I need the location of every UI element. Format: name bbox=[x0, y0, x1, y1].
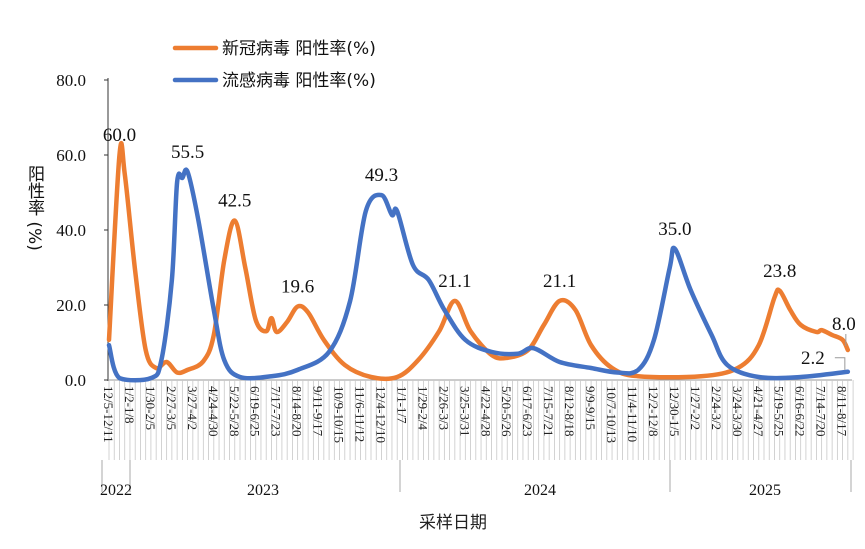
data-label: 49.3 bbox=[365, 165, 398, 186]
x-tick-label: 10/7-10/13 bbox=[604, 386, 619, 443]
year-label: 2023 bbox=[247, 482, 279, 499]
year-label: 2024 bbox=[524, 482, 556, 499]
y-axis: 0.0 20.0 40.0 60.0 80.0 bbox=[56, 71, 109, 390]
x-tick-label: 10/9-10/15 bbox=[332, 386, 347, 443]
x-tick-label: 8/11-8/17 bbox=[835, 386, 850, 437]
y-tick-label: 60.0 bbox=[56, 146, 86, 165]
x-tick-label: 5/19-5/25 bbox=[772, 386, 787, 437]
y-tick-label: 40.0 bbox=[56, 221, 86, 240]
legend: 新冠病毒 阳性率(%) 流感病毒 阳性率(%) bbox=[172, 39, 376, 91]
x-tick-label: 8/12-8/18 bbox=[562, 386, 577, 437]
x-tick-label: 1/27-2/2 bbox=[688, 386, 703, 430]
y-tick-label: 20.0 bbox=[56, 296, 86, 315]
data-label: 2.2 bbox=[801, 348, 825, 369]
x-tick-label: 9/11-9/17 bbox=[311, 386, 326, 437]
data-label: 60.0 bbox=[103, 125, 136, 146]
x-tick-label: 2/27-3/5 bbox=[164, 386, 179, 430]
series-line bbox=[106, 167, 851, 383]
x-tick-label: 1/30-2/5 bbox=[143, 386, 158, 430]
leader-line bbox=[834, 357, 846, 370]
x-tick-label: 12/4-12/10 bbox=[373, 386, 388, 443]
x-tick-label: 12/30-1/5 bbox=[667, 386, 682, 437]
x-tick-label: 4/24-4/30 bbox=[206, 386, 221, 437]
year-label: 2022 bbox=[100, 482, 132, 499]
data-label: 55.5 bbox=[171, 142, 204, 163]
x-tick-label: 7/17-7/23 bbox=[269, 386, 284, 437]
x-tick-label: 12/5-12/11 bbox=[101, 386, 116, 443]
y-tick-label: 80.0 bbox=[56, 71, 86, 90]
x-tick-label: 1/1-1/7 bbox=[394, 386, 409, 424]
x-tick-label: 8/14-8/20 bbox=[290, 386, 305, 437]
data-label: 21.1 bbox=[438, 271, 471, 292]
data-labels: 60.0 42.5 19.6 21.1 21.1 23.8 8.0 55.5 49.3 35.0 2… bbox=[103, 125, 856, 370]
x-tick-label: 1/2-1/8 bbox=[122, 386, 137, 424]
x-tick-label: 7/15-7/21 bbox=[541, 386, 556, 437]
legend-label: 流感病毒 阳性率(%) bbox=[222, 71, 376, 91]
data-label: 35.0 bbox=[658, 219, 691, 240]
x-tick-label: 9/9-9/15 bbox=[583, 386, 598, 430]
x-tick-label: 2/24-3/2 bbox=[709, 386, 724, 430]
x-tick-label: 3/24-3/30 bbox=[730, 386, 745, 437]
x-axis: 12/5-12/11 1/2-1/8 1/30-2/5 2/27-3/5 3/27-4/… bbox=[100, 379, 854, 499]
x-tick-label: 11/4-11/10 bbox=[625, 386, 640, 442]
x-tick-label: 11/6-11/12 bbox=[353, 386, 368, 442]
x-tick-label: 6/17-6/23 bbox=[520, 386, 535, 437]
legend-label: 新冠病毒 阳性率(%) bbox=[222, 39, 376, 59]
x-tick-label: 3/27-4/2 bbox=[185, 386, 200, 430]
x-tick-label: 4/22-4/28 bbox=[478, 386, 493, 437]
x-tick-label: 1/29-2/4 bbox=[415, 386, 430, 431]
series-lines bbox=[106, 141, 851, 383]
x-axis-title: 采样日期 bbox=[419, 513, 487, 533]
series-line bbox=[106, 141, 851, 382]
x-tick-label: 12/2-12/8 bbox=[646, 386, 661, 437]
x-tick-label: 3/25-3/31 bbox=[457, 386, 472, 437]
y-axis-title: 阳性率 (%) bbox=[24, 165, 45, 251]
year-label: 2025 bbox=[749, 482, 781, 499]
x-tick-label: 4/21-4/27 bbox=[751, 386, 766, 437]
data-label: 42.5 bbox=[218, 191, 251, 212]
data-label: 23.8 bbox=[763, 261, 796, 282]
x-tick-label: 5/20-5/26 bbox=[499, 386, 514, 437]
data-label: 8.0 bbox=[832, 314, 856, 335]
x-tick-label: 6/19-6/25 bbox=[248, 386, 263, 437]
x-tick-label: 2/26-3/3 bbox=[436, 386, 451, 430]
x-tick-label: 7/14-7/20 bbox=[814, 386, 829, 437]
data-label: 21.1 bbox=[543, 271, 576, 292]
data-label: 19.6 bbox=[281, 277, 314, 298]
x-tick-label: 6/16-6/22 bbox=[793, 386, 808, 437]
y-tick-label: 0.0 bbox=[65, 371, 86, 390]
x-tick-label: 5/22-5/28 bbox=[227, 386, 242, 437]
